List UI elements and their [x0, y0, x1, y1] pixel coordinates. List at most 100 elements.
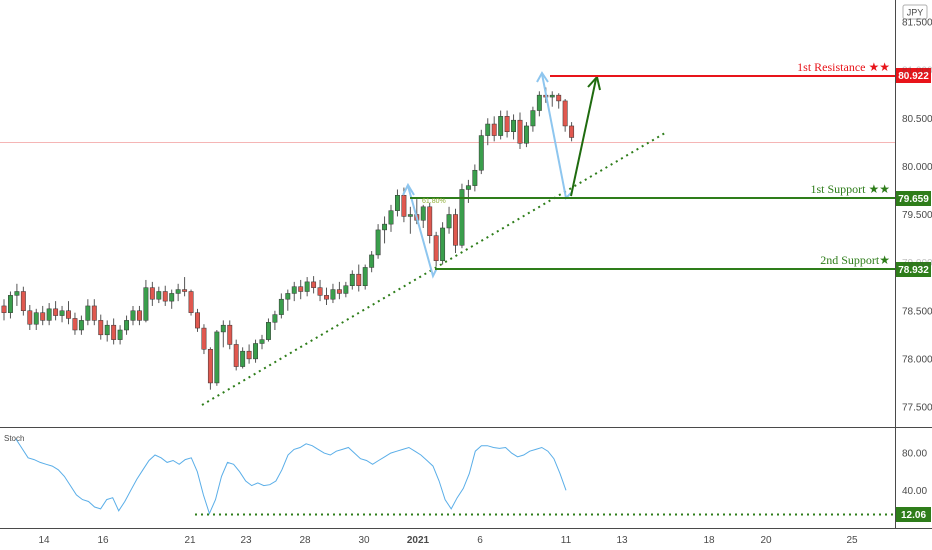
level-label-resistance: 1st Resistance ★★	[797, 60, 890, 74]
candle-down	[569, 125, 575, 138]
candle-up	[143, 287, 149, 321]
candle-up	[130, 310, 136, 321]
candle-up	[85, 305, 91, 321]
candle-down	[324, 295, 329, 300]
price-tick-label: 81.000	[902, 66, 932, 77]
candle-up	[536, 94, 542, 111]
time-tick-label: 14	[38, 535, 50, 546]
candle-down	[556, 94, 562, 102]
candle-up	[375, 229, 381, 256]
candle-up	[14, 291, 20, 296]
candle-down	[98, 320, 104, 336]
candle-up	[369, 254, 375, 268]
level-badge-resistance	[896, 68, 931, 83]
candle-down	[356, 273, 362, 286]
candle-up	[524, 125, 529, 144]
candle-up	[511, 119, 517, 132]
candle-down	[111, 324, 117, 340]
candle-up	[530, 110, 536, 127]
candle-down	[162, 291, 168, 302]
candle-down	[182, 289, 188, 292]
time-tick-label: 11	[561, 535, 572, 546]
candle-down	[91, 305, 97, 321]
candle-down	[227, 324, 233, 345]
time-tick-label: 6	[477, 535, 483, 546]
candle-down	[401, 195, 407, 217]
candle-down	[20, 291, 26, 311]
candle-down	[27, 310, 33, 325]
stochastic-tick-label: 40.00	[902, 486, 927, 497]
resistance-level-1: 1st Resistance ★★ 80.922	[550, 60, 931, 83]
candle-up	[214, 331, 220, 384]
stochastic-axis: 80.00 40.00	[902, 449, 927, 497]
candle-up	[343, 285, 349, 294]
currency-badge-text: JPY	[907, 8, 924, 18]
level-badge-support-2	[896, 262, 931, 277]
candle-down	[317, 287, 323, 296]
stochastic-threshold-badge-text: 12.06	[901, 510, 926, 521]
candle-down	[195, 312, 200, 329]
candle-up	[291, 286, 297, 294]
candle-up	[240, 350, 246, 367]
candle-up	[175, 289, 181, 294]
candle-down	[427, 206, 433, 236]
time-tick-label: 30	[358, 535, 370, 546]
candle-up	[395, 195, 400, 211]
time-tick-label: 16	[97, 535, 109, 546]
candle-up	[59, 310, 65, 316]
candle-down	[453, 214, 458, 246]
stochastic-threshold-badge	[896, 507, 931, 522]
level-badge-resistance-text: 80.922	[898, 71, 929, 82]
candles-group	[1, 87, 575, 390]
time-tick-label: 20	[760, 535, 772, 546]
stochastic-line	[15, 438, 567, 515]
candle-down	[207, 349, 213, 384]
candle-down	[298, 286, 304, 292]
time-tick-label: 28	[299, 535, 311, 546]
candle-down	[504, 116, 510, 132]
candle-down	[149, 287, 155, 300]
candle-up	[549, 94, 555, 98]
candle-down	[201, 327, 207, 350]
support-level-2: 2nd Support★ 78.932	[435, 253, 931, 277]
candle-up	[266, 322, 271, 340]
level-label-support-2: 2nd Support★	[820, 253, 890, 267]
candle-down	[233, 344, 239, 367]
currency-badge	[902, 4, 928, 20]
candle-up	[259, 339, 265, 344]
candle-up	[498, 116, 504, 136]
candle-up	[46, 308, 52, 321]
candle-down	[137, 310, 142, 321]
stochastic-tick-label: 80.00	[902, 449, 927, 460]
time-tick-label: 21	[184, 535, 196, 546]
wave-path	[407, 185, 438, 279]
candle-down	[336, 289, 342, 294]
candle-down	[72, 318, 78, 331]
candle-up	[485, 123, 491, 136]
candle-down	[311, 281, 317, 288]
candle-up	[420, 206, 426, 221]
candle-up	[278, 298, 284, 315]
candle-up	[349, 273, 355, 286]
candle-up	[169, 293, 175, 302]
candle-down	[188, 291, 194, 313]
target-arrow	[570, 78, 597, 197]
candle-down	[562, 100, 568, 127]
candle-up	[117, 329, 123, 340]
candle-up	[478, 135, 484, 171]
candle-up	[459, 189, 465, 246]
price-tick-label: 81.500	[902, 18, 932, 29]
candle-up	[388, 210, 394, 225]
arrow-head-a	[402, 182, 415, 196]
candle-down	[1, 305, 7, 313]
level-badge-support-1-text: 79.659	[898, 194, 929, 205]
time-tick-label: 2021	[407, 535, 430, 546]
candle-up	[382, 223, 388, 231]
level-label-support-1: 1st Support ★★	[810, 182, 890, 196]
candle-up	[440, 227, 446, 261]
candle-up	[220, 324, 226, 333]
price-axis: 81.500 81.000 80.500 80.000 79.500 79.000 78.5…	[902, 18, 932, 414]
price-tick-label: 78.000	[902, 354, 932, 365]
candle-up	[33, 312, 39, 325]
